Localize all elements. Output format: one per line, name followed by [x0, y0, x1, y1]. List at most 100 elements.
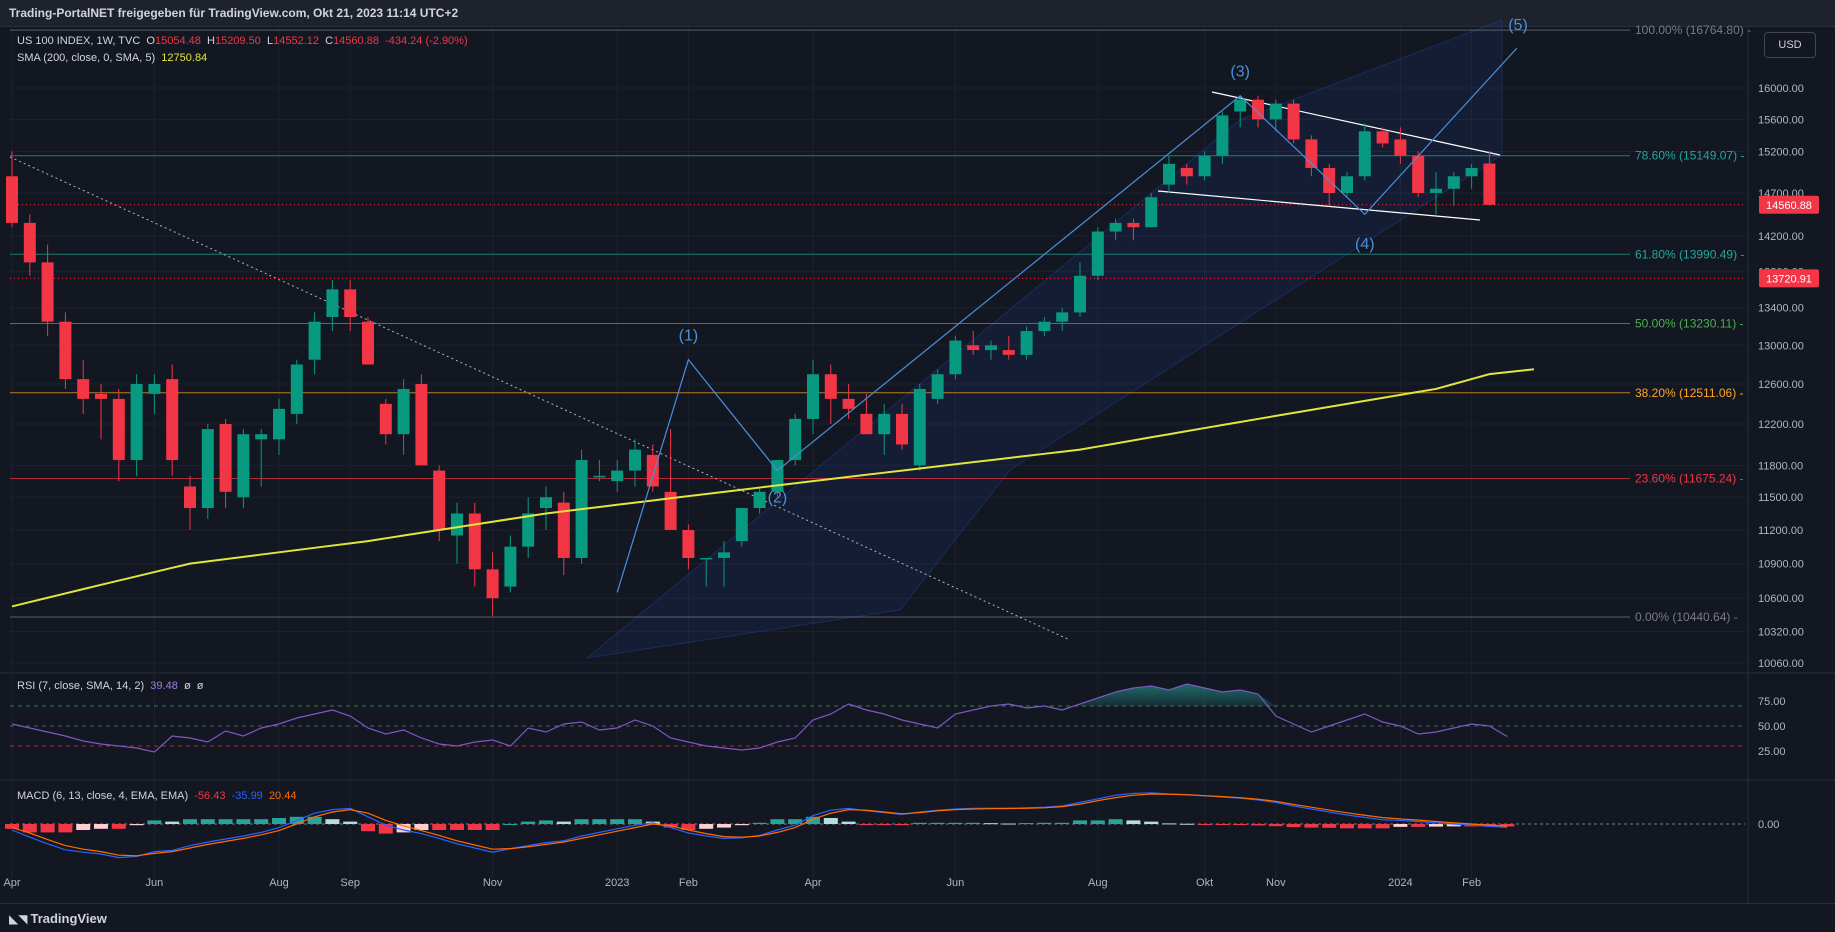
- x-tick-label: Sep: [340, 877, 360, 889]
- candle-body: [344, 289, 357, 318]
- macd-histogram-bar: [1411, 824, 1426, 827]
- macd-histogram-bar: [539, 820, 553, 824]
- macd-histogram-bar: [414, 824, 429, 830]
- macd-histogram-bar: [1446, 824, 1461, 827]
- candle-body: [789, 418, 802, 461]
- candle-body: [148, 384, 161, 394]
- y-tick-label: 11800.00: [1758, 460, 1803, 472]
- candle-body: [433, 470, 446, 530]
- currency-button[interactable]: USD: [1764, 32, 1816, 58]
- symbol-legend: US 100 INDEX, 1W, TVC O15054.48 H15209.5…: [17, 35, 468, 47]
- y-tick-label: 10600.00: [1758, 593, 1804, 605]
- macd-histogram-bar: [1001, 823, 1016, 825]
- candle-body: [504, 546, 517, 587]
- fib-label: 78.60% (15149.07) -: [1635, 149, 1744, 163]
- sma-value: 12750.84: [161, 52, 208, 64]
- y-tick-label: 12200.00: [1758, 419, 1804, 431]
- candle-body: [1287, 103, 1300, 140]
- macd-histogram-bar: [1340, 824, 1354, 829]
- candle-body: [1465, 167, 1478, 177]
- candle-body: [1269, 103, 1282, 120]
- candle-body: [664, 491, 677, 530]
- macd-label: MACD (6, 13, close, 4, EMA, EMA): [17, 790, 189, 802]
- macd-histogram-bar: [1179, 823, 1194, 825]
- footer-bar: ◣◥ TradingView: [0, 903, 1835, 932]
- y-tick-label: 11500.00: [1758, 492, 1803, 504]
- price-tag: [1759, 195, 1819, 214]
- macd-histogram-bar: [343, 821, 358, 824]
- candle-body: [1483, 163, 1496, 205]
- macd-histogram-bar: [396, 824, 411, 833]
- candle-body: [1180, 167, 1193, 177]
- macd-histogram-bar: [1286, 824, 1301, 828]
- macd-histogram-bar: [450, 824, 464, 830]
- macd-tick-label: 0.00: [1758, 819, 1779, 831]
- candle-body: [842, 398, 855, 409]
- macd-histogram-bar: [1162, 823, 1176, 825]
- candle-body: [1234, 99, 1247, 112]
- tradingview-mark-icon: ◣◥: [9, 912, 28, 926]
- x-tick-label: Feb: [679, 877, 698, 889]
- macd-histogram-bar: [503, 824, 518, 825]
- candle-body: [824, 374, 837, 399]
- price-tag: [1759, 269, 1819, 288]
- candle-body: [41, 262, 54, 322]
- macd-histogram-bar: [574, 819, 589, 824]
- candle-body: [611, 470, 624, 482]
- rsi-legend: RSI (7, close, SMA, 14, 2) 39.48 ø ø: [17, 680, 204, 692]
- macd-histogram-bar: [200, 819, 215, 824]
- macd-histogram-bar: [717, 824, 731, 828]
- macd-histogram-bar: [378, 824, 393, 834]
- ohlc-close: 14560.88: [333, 35, 379, 47]
- ohlc-o-label: O: [146, 35, 155, 47]
- candle-body: [6, 176, 18, 223]
- candle-body: [77, 379, 90, 399]
- x-tick-label: 2024: [1388, 877, 1412, 889]
- rsi-tick-label: 50.00: [1758, 721, 1786, 733]
- tradingview-logo: ◣◥ TradingView: [9, 911, 107, 926]
- y-tick-label: 12600.00: [1758, 379, 1804, 391]
- y-tick-label: 11200.00: [1758, 525, 1803, 537]
- x-tick-label: Jun: [947, 877, 965, 889]
- fib-label: 0.00% (10440.64) -: [1635, 610, 1738, 624]
- wave-label: (5): [1508, 17, 1528, 34]
- candle-body: [308, 321, 321, 360]
- macd-histogram-bar: [111, 824, 126, 829]
- rsi-tick-label: 25.00: [1758, 746, 1786, 758]
- fib-label: 23.60% (11675.24) -: [1635, 471, 1744, 485]
- y-tick-label: 13000.00: [1758, 340, 1804, 352]
- macd-legend: MACD (6, 13, close, 4, EMA, EMA) -56.43 …: [17, 790, 296, 802]
- publish-bar: Trading-PortalNET freigegeben für Tradin…: [0, 0, 1835, 27]
- macd-histogram-bar: [1215, 824, 1230, 825]
- candle-body: [59, 321, 72, 380]
- wave-label: (2): [768, 490, 788, 507]
- candle-body: [184, 486, 196, 509]
- rsi-label: RSI (7, close, SMA, 14, 2): [17, 680, 145, 692]
- macd-histogram-bar: [1019, 823, 1034, 825]
- candle-body: [860, 413, 873, 435]
- y-tick-label: 13400.00: [1758, 303, 1804, 315]
- candle-body: [362, 321, 374, 365]
- macd-histogram-bar: [361, 824, 375, 832]
- candle-body: [397, 388, 410, 435]
- publish-text: Trading-PortalNET freigegeben für Tradin…: [9, 6, 459, 20]
- y-tick-label: 10320.00: [1758, 626, 1804, 638]
- candle-body: [1341, 176, 1353, 194]
- macd-histogram-bar: [681, 824, 696, 830]
- macd-histogram-bar: [1500, 824, 1515, 827]
- macd-histogram-bar: [1304, 824, 1319, 828]
- x-tick-label: Apr: [3, 877, 20, 889]
- macd-histogram-bar: [1393, 824, 1408, 827]
- wave-label: (4): [1355, 236, 1375, 253]
- macd-hist-value: -56.43: [194, 790, 226, 802]
- macd-histogram-bar: [1055, 822, 1070, 824]
- candle-body: [166, 379, 179, 461]
- macd-histogram-bar: [984, 823, 998, 825]
- macd-histogram-bar: [788, 819, 803, 824]
- rsi-tick-label: 75.00: [1758, 696, 1786, 708]
- elliott-wave-line: [616, 47, 1518, 593]
- macd-histogram-bar: [895, 824, 909, 826]
- fib-label: 38.20% (12511.06) -: [1635, 386, 1744, 400]
